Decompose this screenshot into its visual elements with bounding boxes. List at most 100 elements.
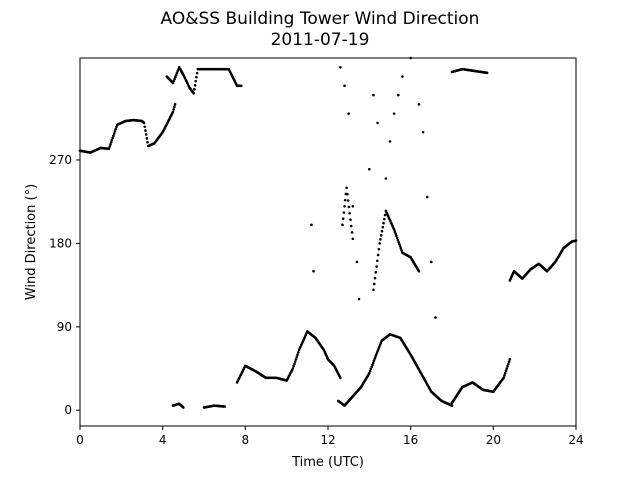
- data-point: [357, 297, 361, 301]
- data-point: [294, 357, 298, 361]
- data-point: [376, 121, 379, 125]
- y-tick-label: 0: [64, 403, 72, 417]
- data-point: [355, 260, 359, 264]
- data-point: [345, 186, 348, 190]
- data-point: [310, 223, 313, 227]
- chart-subtitle: 2011-07-19: [271, 30, 370, 50]
- data-point: [374, 355, 377, 358]
- data-point: [193, 87, 196, 91]
- data-point: [374, 271, 378, 274]
- data-point: [504, 369, 508, 373]
- data-point: [114, 127, 117, 131]
- plot-frame: [79, 57, 577, 427]
- data-point: [367, 373, 370, 376]
- data-point: [166, 120, 170, 123]
- data-point: [507, 360, 511, 363]
- data-point: [381, 225, 385, 229]
- data-point: [396, 238, 400, 242]
- x-tick-label: 0: [76, 433, 84, 447]
- data-point: [296, 353, 299, 356]
- data-point: [373, 357, 377, 360]
- data-point: [338, 374, 341, 378]
- data-point: [506, 364, 509, 368]
- data-point: [375, 265, 378, 268]
- data-point: [371, 363, 374, 367]
- data-point: [290, 368, 294, 372]
- data-point: [174, 75, 177, 79]
- data-point: [194, 79, 198, 83]
- data-point: [372, 93, 375, 97]
- data-point: [339, 65, 342, 69]
- data-point: [176, 69, 179, 73]
- data-point: [369, 367, 373, 371]
- data-point: [296, 351, 300, 354]
- data-point: [181, 405, 184, 409]
- data-point: [372, 288, 375, 292]
- data-point: [292, 364, 295, 368]
- data-point: [350, 395, 354, 399]
- data-point: [375, 351, 379, 354]
- data-point: [115, 125, 118, 129]
- data-point: [349, 218, 352, 221]
- data-point: [172, 107, 175, 111]
- data-point: [421, 130, 425, 134]
- data-point: [425, 195, 429, 199]
- y-tick-label: 270: [49, 153, 72, 167]
- data-point: [379, 238, 382, 241]
- data-point: [383, 217, 386, 221]
- data-point: [347, 205, 351, 209]
- data-point: [376, 259, 379, 263]
- data-point: [378, 345, 381, 348]
- data-point: [379, 341, 383, 344]
- data-point: [351, 205, 355, 208]
- data-point: [142, 120, 145, 124]
- data-point: [368, 369, 372, 373]
- x-tick-label: 4: [159, 433, 167, 447]
- data-point: [417, 103, 421, 106]
- data-point: [377, 247, 381, 251]
- data-point: [313, 336, 317, 339]
- data-point: [384, 177, 388, 180]
- data-point: [347, 112, 350, 115]
- data-point: [399, 247, 403, 250]
- data-point: [193, 83, 197, 87]
- data-point: [109, 140, 113, 144]
- x-tick-label: 8: [242, 433, 250, 447]
- data-point: [293, 360, 297, 363]
- data-point: [378, 242, 381, 245]
- y-axis-ticks: 0 90 180 270: [49, 153, 80, 417]
- data-point: [173, 77, 176, 81]
- data-point: [173, 105, 176, 109]
- data-points-layer: [78, 56, 578, 409]
- data-point: [191, 91, 195, 94]
- data-point: [342, 211, 346, 214]
- data-point: [346, 192, 349, 196]
- data-point: [400, 249, 403, 252]
- data-point: [343, 205, 346, 208]
- data-point: [341, 223, 344, 227]
- data-point: [239, 84, 242, 88]
- data-point: [112, 134, 115, 137]
- data-point: [397, 240, 400, 244]
- data-point: [175, 71, 179, 75]
- data-point: [371, 361, 375, 365]
- data-point: [181, 72, 184, 75]
- data-point: [343, 84, 346, 88]
- data-point: [222, 405, 226, 408]
- data-point: [430, 260, 433, 264]
- data-point: [434, 316, 437, 319]
- data-point: [449, 403, 453, 407]
- data-point: [485, 71, 488, 75]
- data-point: [379, 233, 383, 237]
- data-point: [108, 145, 111, 148]
- data-point: [370, 365, 373, 369]
- data-point: [312, 269, 315, 273]
- data-point: [375, 353, 378, 356]
- data-point: [368, 167, 371, 171]
- data-point: [561, 247, 565, 251]
- data-point: [408, 352, 412, 355]
- data-point: [144, 129, 147, 132]
- data-point: [173, 103, 177, 106]
- data-point: [418, 370, 422, 374]
